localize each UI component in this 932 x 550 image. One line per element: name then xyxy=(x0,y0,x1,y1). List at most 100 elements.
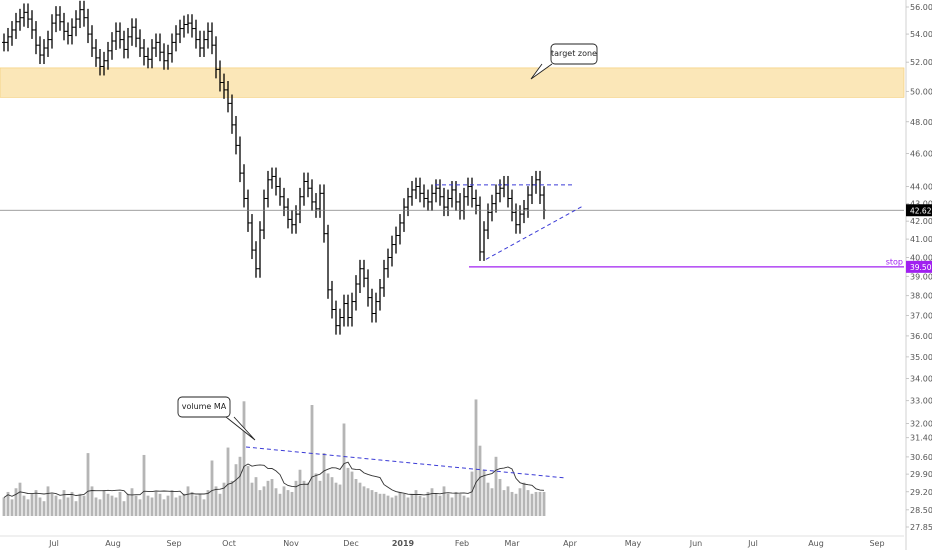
price-bar xyxy=(470,177,474,208)
volume-bar xyxy=(486,482,490,516)
volume-bar xyxy=(254,477,258,516)
price-bar xyxy=(66,22,70,45)
volume-bar xyxy=(478,445,482,516)
volume-bar xyxy=(250,482,254,516)
price-bar xyxy=(202,30,206,57)
volume-bar xyxy=(294,480,298,516)
volume-bar xyxy=(306,482,310,516)
price-tick-label: 34.00 xyxy=(910,374,932,383)
price-tick-label: 41.00 xyxy=(910,235,932,244)
target-zone xyxy=(0,67,905,98)
volume-bar xyxy=(202,499,206,516)
price-bar xyxy=(178,19,182,44)
price-bar xyxy=(238,136,242,183)
volume-bar xyxy=(10,499,14,516)
price-bar xyxy=(134,18,138,48)
volume-bar xyxy=(194,495,198,516)
price-bar xyxy=(270,167,274,189)
price-bar xyxy=(358,259,362,293)
volume-bar xyxy=(422,497,426,516)
volume-bar xyxy=(506,486,510,516)
price-bar xyxy=(354,275,358,311)
price-bar xyxy=(506,175,510,208)
volume-bar xyxy=(342,423,346,516)
time-axis[interactable]: Jul Aug Sep Oct Nov Dec 2019 Feb Mar Apr May Jun Jul… xyxy=(0,535,904,548)
volume-bar xyxy=(186,486,190,516)
volume-bar xyxy=(234,464,238,516)
time-tick-label: Sep xyxy=(869,539,884,548)
volume-bar xyxy=(78,493,82,516)
volume-bar xyxy=(518,488,522,516)
volume-bar xyxy=(374,491,378,516)
price-bar xyxy=(410,181,414,206)
price-tick-label: 40.00 xyxy=(910,253,932,262)
price-bar xyxy=(418,177,422,203)
volume-bar xyxy=(410,493,414,516)
price-bar xyxy=(258,221,262,278)
volume-bar xyxy=(354,479,358,516)
volume-ma-line xyxy=(3,461,545,498)
volume-bars xyxy=(2,399,546,516)
volume-bar xyxy=(230,480,234,516)
volume-bar xyxy=(14,488,18,516)
price-tick-label: 35.00 xyxy=(910,353,932,362)
time-tick-label: Sep xyxy=(166,539,181,548)
price-bar xyxy=(282,187,286,217)
volume-bar xyxy=(114,497,118,516)
price-bar xyxy=(530,175,534,205)
volume-bar xyxy=(330,477,334,516)
price-bar xyxy=(330,280,334,319)
volume-bar xyxy=(398,491,402,516)
time-tick-label: Jul xyxy=(48,539,59,548)
volume-bar xyxy=(274,488,278,516)
volume-bar xyxy=(86,453,90,516)
price-bar xyxy=(210,22,214,55)
price-bar xyxy=(194,19,198,49)
volume-bar xyxy=(90,486,94,516)
price-tick-label: 29.20 xyxy=(910,488,932,497)
volume-bar xyxy=(474,399,478,516)
volume-bar xyxy=(218,493,222,516)
volume-bar xyxy=(446,493,450,516)
time-tick-label: Nov xyxy=(283,539,299,548)
volume-bar xyxy=(34,490,38,516)
volume-bar xyxy=(182,493,186,516)
price-axis[interactable]: 56.00 54.00 52.00 50.00 48.00 46.00 44.00 43.00… xyxy=(905,0,932,550)
price-tick-label: 27.85 xyxy=(910,523,932,532)
volume-bar xyxy=(542,491,546,516)
price-bar xyxy=(274,167,278,196)
volume-bar xyxy=(426,491,430,516)
price-bar xyxy=(498,179,502,203)
price-bar xyxy=(18,8,22,31)
price-tick-label: 31.40 xyxy=(910,434,932,443)
price-tick-label: 42.00 xyxy=(910,217,932,226)
volume-bar xyxy=(226,447,230,516)
price-tick-label: 44.00 xyxy=(910,183,932,192)
price-bar xyxy=(366,269,370,307)
price-bar xyxy=(538,170,542,205)
price-tick-label: 33.00 xyxy=(910,397,932,406)
volume-bar xyxy=(538,491,542,516)
volume-bar xyxy=(358,482,362,516)
price-bar xyxy=(54,6,58,33)
time-tick-label: Dec xyxy=(343,539,358,548)
price-bar xyxy=(266,170,270,208)
volume-bar xyxy=(318,480,322,516)
volume-bar xyxy=(142,454,146,516)
volume-bar xyxy=(366,488,370,516)
volume-bar xyxy=(350,471,354,516)
price-bar xyxy=(318,184,322,218)
volume-bar xyxy=(2,497,6,516)
price-bar xyxy=(70,18,74,45)
price-bar xyxy=(126,27,130,59)
price-bar xyxy=(342,294,346,327)
time-tick-label: Jul xyxy=(747,539,758,548)
time-tick-label: Jun xyxy=(689,539,703,548)
price-bar xyxy=(462,187,466,220)
volume-bar xyxy=(138,499,142,516)
price-bar xyxy=(166,44,170,70)
volume-bar xyxy=(166,495,170,516)
price-bar xyxy=(62,12,66,41)
price-bar xyxy=(374,292,378,323)
